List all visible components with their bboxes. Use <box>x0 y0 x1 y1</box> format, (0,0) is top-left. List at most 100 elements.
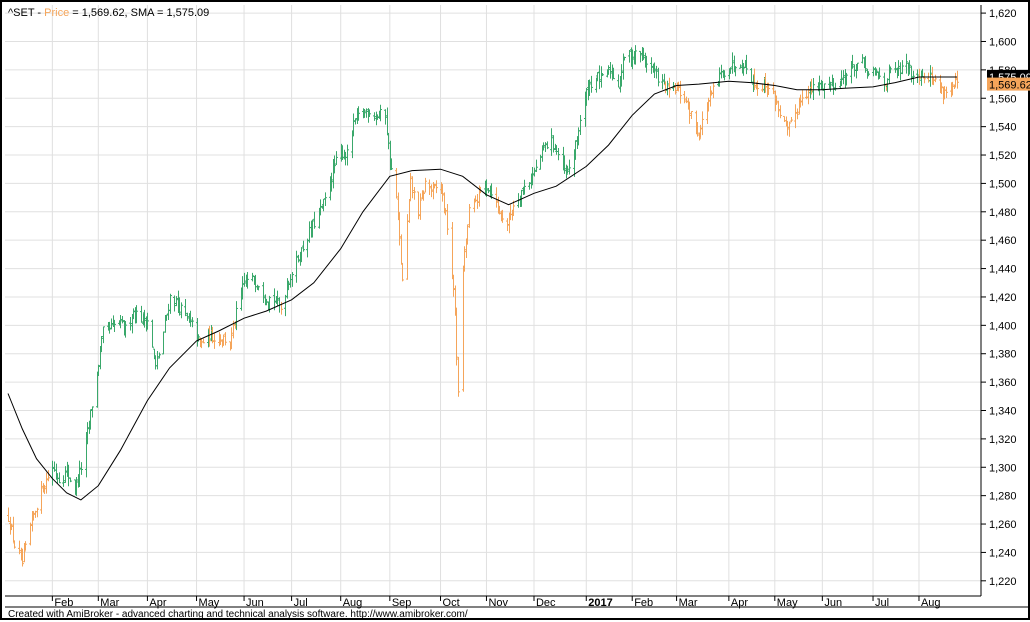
chart-header: ^SET - Price = 1,569.62, SMA = 1,575.09 <box>8 7 209 19</box>
price-bar <box>690 110 693 120</box>
price-bar <box>883 72 886 92</box>
sma-line <box>7 76 957 501</box>
price-bar <box>683 91 686 104</box>
price-bar <box>954 72 957 88</box>
price-bar <box>295 250 298 283</box>
price-bar <box>186 312 189 321</box>
price-bar <box>729 67 732 74</box>
price-bar <box>783 115 786 122</box>
price-bar <box>435 180 438 194</box>
price-bar <box>894 61 897 73</box>
header-sma-label: SMA <box>131 7 156 19</box>
price-bar <box>506 218 509 231</box>
price-bar <box>13 540 16 549</box>
price-bar <box>330 172 333 192</box>
header-symbol: ^SET <box>8 7 35 19</box>
price-bar <box>772 82 775 95</box>
y-tick-label: 1,620 <box>989 8 1017 20</box>
price-bar <box>566 165 569 174</box>
x-tick-label: Mar <box>100 597 119 609</box>
price-bar <box>810 78 813 95</box>
price-bar <box>208 325 211 347</box>
header-price-value: = 1,569.62, <box>69 7 130 19</box>
price-bar <box>64 466 67 483</box>
price-bar <box>241 276 244 300</box>
price-bar <box>406 214 409 280</box>
price-bar <box>363 109 366 118</box>
x-tick-label: Jul <box>294 597 308 609</box>
price-bar <box>129 317 132 331</box>
x-tick-label: Apr <box>149 597 166 609</box>
price-bar <box>184 299 187 317</box>
y-axis-ticks: 1,220 1,240 1,260 1,280 1,300 1,320 1,340 1,360… <box>981 8 1017 588</box>
price-bar <box>761 84 764 93</box>
price-bar <box>557 147 560 161</box>
price-bar <box>441 184 444 202</box>
price-bar <box>531 167 534 186</box>
price-bar <box>162 331 165 355</box>
x-axis-ticks: Feb Mar Apr May Jun Jul Aug Sep Oct Nov Dec 2017 Feb… <box>51 596 941 609</box>
price-bar <box>845 72 848 86</box>
price-bar <box>433 183 436 189</box>
price-bar <box>319 199 322 216</box>
price-bar <box>202 338 205 344</box>
x-tick-label: Aug <box>921 597 941 609</box>
price-bar <box>291 271 294 287</box>
price-bar <box>23 542 26 563</box>
price-bar <box>422 190 425 201</box>
price-bar <box>596 72 599 82</box>
x-tick-label: Jun <box>246 597 264 609</box>
price-bar <box>628 50 631 63</box>
price-bar <box>189 310 192 327</box>
price-bar <box>609 62 612 79</box>
y-tick-label: 1,440 <box>989 264 1017 276</box>
price-bar <box>775 95 778 105</box>
y-tick-label: 1,480 <box>989 207 1017 219</box>
price-bar <box>905 53 908 74</box>
price-bar <box>707 97 710 112</box>
price-bar <box>875 68 878 76</box>
price-bar <box>335 151 338 166</box>
price-bar <box>413 186 416 200</box>
y-tick-label: 1,280 <box>989 491 1017 503</box>
price-bar <box>300 247 303 263</box>
price-bar <box>655 65 658 79</box>
price-bar <box>899 62 902 81</box>
header-sma-value: = 1,575.09 <box>154 7 209 19</box>
price-bar <box>533 167 536 177</box>
price-bar <box>801 90 804 106</box>
price-bar <box>679 80 682 104</box>
price-bar <box>18 540 21 555</box>
price-bar <box>32 511 35 521</box>
price-bar <box>80 462 83 475</box>
price-bar <box>146 312 149 330</box>
price-bar <box>395 167 398 199</box>
y-tick-label: 1,300 <box>989 462 1017 474</box>
price-bar <box>653 62 656 78</box>
price-bar <box>535 159 538 173</box>
x-tick-label: Nov <box>488 597 508 609</box>
price-bar <box>452 274 455 297</box>
price-bar <box>777 100 780 118</box>
price-bar <box>121 315 124 324</box>
price-bar <box>51 460 54 486</box>
price-bar <box>102 326 105 344</box>
price-bar <box>495 187 498 208</box>
price-bar <box>794 104 797 129</box>
price-bar <box>674 82 677 95</box>
price-bar <box>468 204 471 228</box>
header-separator: - <box>34 7 44 19</box>
price-bar <box>306 238 309 258</box>
price-bar <box>243 272 246 287</box>
price-bar <box>178 297 181 316</box>
price-bar <box>368 109 371 118</box>
price-bar <box>951 81 954 96</box>
price-bar <box>58 472 61 484</box>
price-bar <box>311 219 314 238</box>
x-tick-label: Oct <box>443 597 460 609</box>
price-bar <box>867 71 870 76</box>
price-bar <box>945 86 948 99</box>
x-tick-label: Jun <box>824 597 842 609</box>
price-bar <box>91 406 94 418</box>
